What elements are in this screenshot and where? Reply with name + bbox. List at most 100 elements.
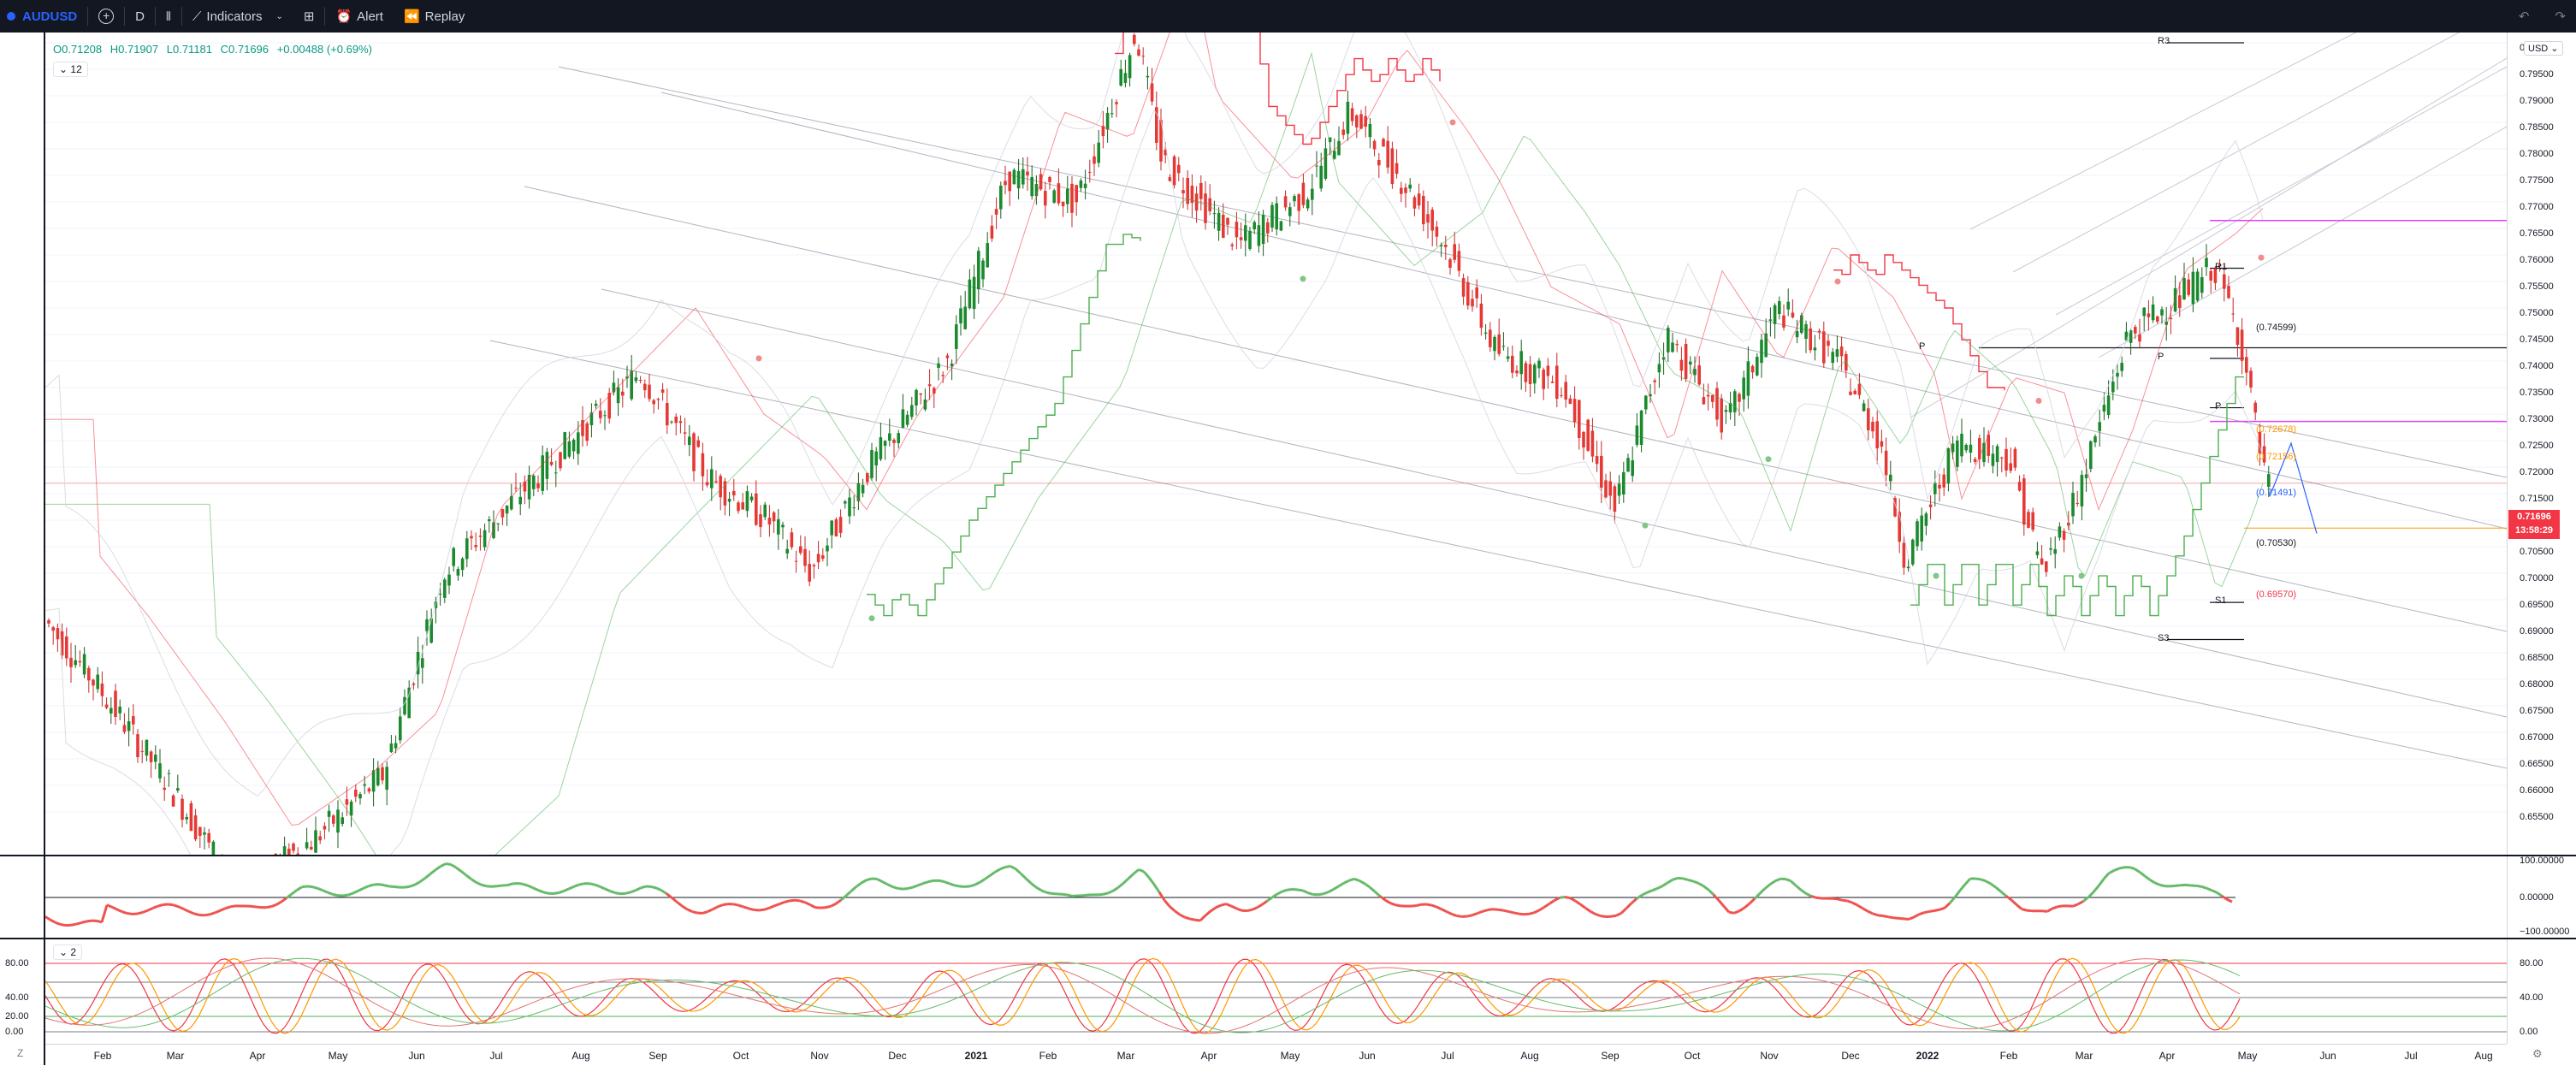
compare-button[interactable]: + [88, 0, 124, 33]
candle-body [1124, 73, 1128, 83]
oscillator-segment [1811, 896, 1816, 897]
candle-body [1128, 55, 1132, 78]
candle-body [2182, 278, 2186, 299]
oscillator-segment [1257, 904, 1262, 908]
oscillator-segment [497, 885, 502, 886]
candle-body [1048, 177, 1051, 182]
oscillator-segment [579, 884, 584, 885]
candle-body [1911, 540, 1915, 565]
replay-button[interactable]: ⏪ Replay [394, 0, 475, 33]
oscillator-segment [1385, 900, 1390, 903]
chart-type-button[interactable]: ⫴ [156, 0, 181, 33]
interval-button[interactable]: D [125, 0, 155, 33]
candle-body [1395, 163, 1399, 174]
oscillator-segment [718, 905, 723, 907]
candle-body [1969, 445, 1973, 453]
candle-body [1947, 448, 1951, 483]
time-axis-label: Aug [571, 1050, 589, 1062]
oscillator-segment [1857, 905, 1862, 909]
symbol-label: AUDUSD [22, 9, 77, 24]
price-scale[interactable]: 0.800000.795000.790000.785000.780000.775… [2507, 33, 2576, 855]
candle-body [777, 519, 780, 535]
candle-body [1529, 364, 1532, 384]
candle-body [172, 796, 175, 807]
alert-button[interactable]: ⏰ Alert [325, 0, 394, 33]
candle-body [1351, 109, 1354, 121]
candle-body [1867, 408, 1870, 430]
timezone-corner[interactable]: Z [17, 1047, 23, 1059]
oscillator-pane[interactable] [45, 856, 2507, 938]
layouts-button[interactable]: ⊞ [293, 0, 325, 33]
candle-body [959, 308, 962, 323]
candle-body [1507, 357, 1510, 359]
oscillator-segment [985, 875, 990, 879]
candle-body [1199, 183, 1203, 199]
currency-flag-icon [7, 12, 15, 21]
last-price-value: 0.71696 [2508, 510, 2560, 524]
price-tick-label: 0.75000 [2520, 308, 2554, 318]
candle-body [1462, 278, 1466, 297]
oscillator-segment [1529, 913, 1534, 915]
price-tick-label: 0.74500 [2520, 335, 2554, 345]
candle-body [1306, 199, 1310, 208]
candle-body [1889, 475, 1892, 482]
candle-body [2049, 548, 2052, 550]
candle-body [1711, 395, 1714, 402]
candle-body [1084, 184, 1087, 188]
oscillator-segment [1195, 920, 1200, 921]
oscillator-segment [1873, 914, 1878, 915]
oscillator-segment [959, 886, 964, 887]
oscillator-segment [1919, 913, 1924, 915]
price-chart-svg[interactable] [45, 33, 2507, 855]
candle-body [906, 415, 909, 425]
oscillator-segment [1734, 911, 1739, 914]
oscillator-segment [148, 908, 153, 910]
oscillator-segment [2073, 904, 2078, 906]
oscillator-segment [2196, 885, 2201, 886]
currency-button[interactable]: USD ⌄ [2524, 41, 2563, 56]
candle-body [51, 627, 55, 631]
stochastic-pane[interactable] [45, 939, 2507, 1044]
candle-body [354, 790, 358, 797]
oscillator-segment [1359, 880, 1365, 883]
oscillator-segment [1426, 904, 1431, 905]
candle-body [1774, 305, 1777, 324]
oscillator-segment [2088, 892, 2093, 897]
candle-body [1929, 505, 1933, 507]
oscillator-segment [153, 906, 158, 908]
stochastic-collapse-button[interactable]: ⌄ 2 [53, 945, 82, 960]
bar-countdown: 13:58:29 [2508, 524, 2560, 537]
oscillator-segment [292, 890, 297, 893]
oscillator-segment [1021, 874, 1026, 879]
oscillator-segment [415, 882, 420, 885]
indicators-collapse-button[interactable]: ⌄ 12 [53, 62, 88, 77]
indicators-button[interactable]: ⟋ Indicators ⌄ [182, 0, 293, 33]
candle-body [1831, 352, 1834, 363]
oscillator-segment [2160, 885, 2165, 886]
undo-icon[interactable]: ↶ [2519, 9, 2530, 24]
candle-body [830, 521, 833, 536]
oscillator-segment [826, 906, 831, 907]
oscillator-segment [1965, 879, 1970, 885]
redo-icon[interactable]: ↷ [2555, 9, 2566, 24]
oscillator-segment [281, 898, 287, 902]
oscillator-segment [723, 904, 728, 905]
oscillator-segment [76, 923, 81, 925]
candle-body [1302, 183, 1306, 205]
symbol-button[interactable]: AUDUSD [0, 0, 87, 33]
candle-body [1622, 472, 1626, 495]
candle-body [1270, 205, 1274, 228]
candles-group [47, 33, 2270, 855]
oscillator-segment [692, 912, 697, 914]
oscillator-segment [1149, 878, 1154, 885]
chevron-down-icon[interactable]: ⌄ [275, 12, 282, 21]
oscillator-segment [1703, 886, 1708, 891]
candle-body [1942, 475, 1945, 488]
oscillator-segment [1416, 904, 1421, 905]
gear-icon[interactable]: ⚙ [2532, 1047, 2543, 1061]
candle-body [1907, 567, 1910, 569]
